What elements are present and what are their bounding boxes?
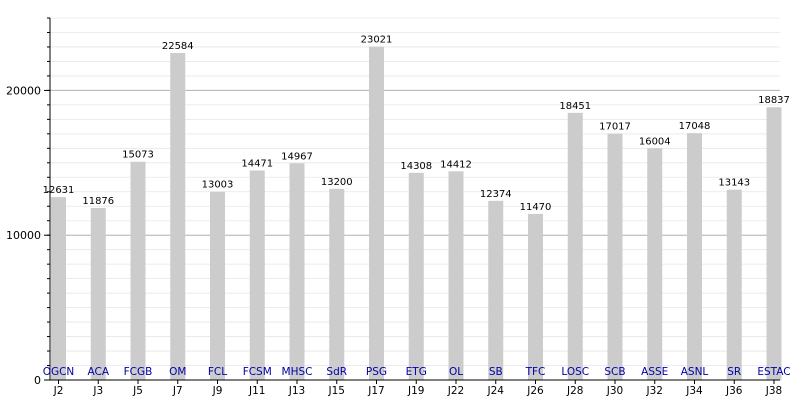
value-label: 22584 <box>162 41 194 52</box>
bar-j11 <box>249 170 265 380</box>
value-label: 11876 <box>82 196 114 207</box>
team-label: ACA <box>87 366 109 378</box>
x-tick-label: J32 <box>646 385 663 397</box>
bar-j17 <box>369 46 384 381</box>
team-label: ETG <box>406 366 427 378</box>
bar-j9 <box>210 191 225 380</box>
bars-layer <box>51 46 782 381</box>
team-label: SCB <box>604 366 625 378</box>
team-label: TFC <box>525 366 546 378</box>
bar-j32 <box>647 148 663 380</box>
bar-j22 <box>448 171 464 380</box>
x-tick-label: J26 <box>526 385 544 397</box>
x-tick-label: J9 <box>212 385 223 397</box>
value-label: 15073 <box>122 150 154 161</box>
y-tick-label: 0 <box>34 374 41 387</box>
x-tick-label: J38 <box>765 385 782 397</box>
value-label: 18451 <box>559 101 591 112</box>
x-tick-label: J34 <box>685 385 703 397</box>
team-label: ASSE <box>641 366 668 378</box>
x-tick-label: J15 <box>328 385 345 397</box>
value-label: 14471 <box>241 158 273 169</box>
team-label: FCSM <box>243 366 272 378</box>
x-tick-label: J30 <box>606 385 623 397</box>
x-tick-label: J11 <box>248 385 265 397</box>
value-label: 14967 <box>281 151 313 162</box>
value-label: 23021 <box>361 35 393 46</box>
y-tick-label: 10000 <box>6 229 41 242</box>
value-label: 12631 <box>43 185 75 196</box>
x-tick-label: J17 <box>367 385 384 397</box>
value-label: 13200 <box>321 177 353 188</box>
x-tick-label: J7 <box>172 385 183 397</box>
value-label: 16004 <box>639 136 671 147</box>
bar-j5 <box>130 161 146 380</box>
team-label: SR <box>727 366 741 378</box>
labels-layer: 0 10000 20000 12631 OGCN J2 11876 ACA J3 15073 FCG… <box>6 35 791 397</box>
value-label: 18837 <box>758 95 790 106</box>
value-label: 11470 <box>520 202 552 213</box>
x-tick-label: J28 <box>566 385 583 397</box>
value-label: 13003 <box>202 180 234 191</box>
x-tick-label: J36 <box>725 385 743 397</box>
axis-layer <box>44 17 780 384</box>
team-label: SB <box>489 366 503 378</box>
value-label: 13143 <box>718 178 750 189</box>
value-label: 14308 <box>400 161 432 172</box>
team-label: PSG <box>366 366 387 378</box>
team-label: OL <box>449 366 463 378</box>
bar-j13 <box>289 163 305 380</box>
bar-j3 <box>90 208 106 380</box>
team-label: OGCN <box>43 366 75 378</box>
bar-j19 <box>408 172 424 380</box>
x-tick-label: J19 <box>407 385 424 397</box>
value-label: 17017 <box>599 122 631 133</box>
bar-j7 <box>170 52 186 381</box>
value-label: 14412 <box>440 159 472 170</box>
bar-j26 <box>528 213 543 380</box>
bar-j2 <box>51 197 66 380</box>
team-label: ESTAC <box>757 366 790 378</box>
bar-j38 <box>766 107 782 381</box>
team-label: SdR <box>326 366 347 378</box>
team-label: MHSC <box>282 366 313 378</box>
value-label: 17048 <box>679 121 711 132</box>
x-tick-label: J24 <box>487 385 505 397</box>
bar-j15 <box>329 188 345 380</box>
team-label: FCGB <box>124 366 153 378</box>
x-tick-label: J13 <box>288 385 305 397</box>
team-label: LOSC <box>561 366 589 378</box>
team-label: ASNL <box>681 366 709 378</box>
team-label: FCL <box>208 366 227 378</box>
x-tick-label: J22 <box>447 385 464 397</box>
bar-j24 <box>488 200 504 380</box>
value-label: 12374 <box>480 189 512 200</box>
bar-j34 <box>687 133 702 380</box>
bar-j28 <box>567 112 583 380</box>
bar-j30 <box>607 133 623 380</box>
x-tick-label: J3 <box>92 385 103 397</box>
bar-j36 <box>726 189 742 380</box>
team-label: OM <box>169 366 186 378</box>
y-tick-label: 20000 <box>6 84 41 97</box>
x-tick-label: J5 <box>132 385 143 397</box>
x-tick-label: J2 <box>53 385 64 397</box>
